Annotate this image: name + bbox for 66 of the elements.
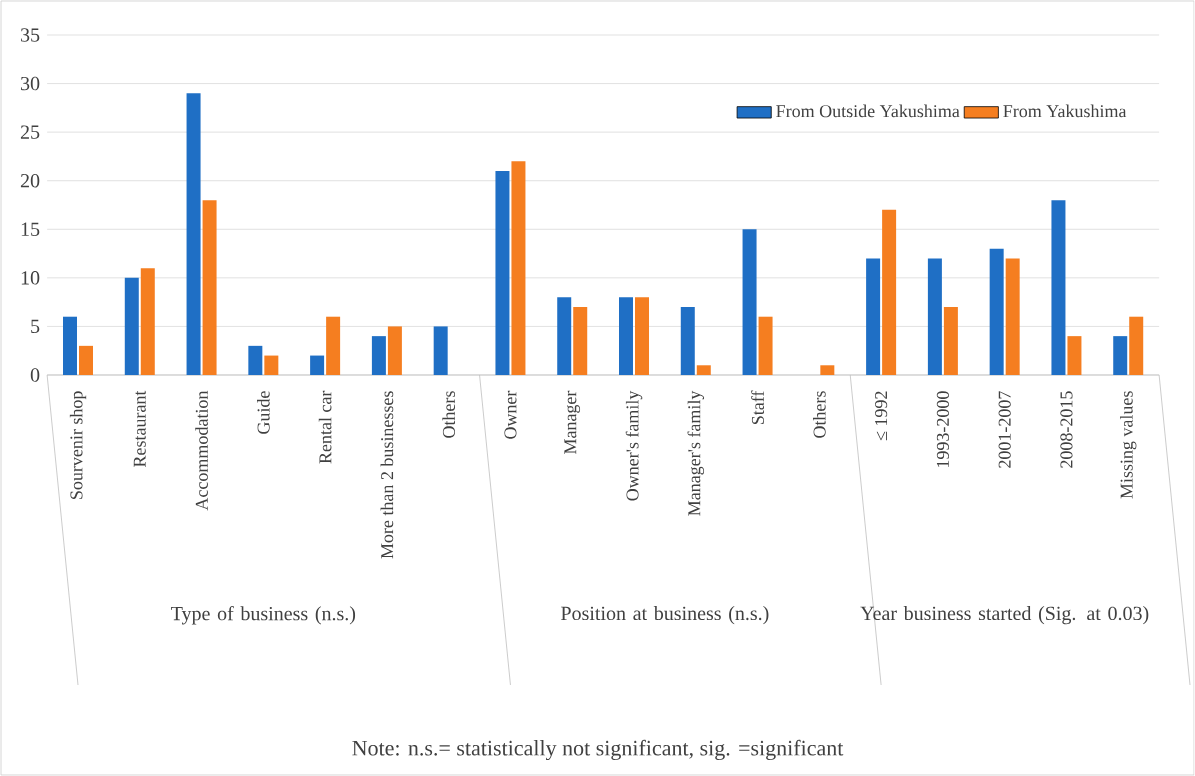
bar [310,355,325,375]
bar [1113,336,1128,375]
x-tick-label: Manager [564,390,581,455]
bar [495,170,510,375]
x-tick-label: Rental car [318,390,332,464]
x-tick-label: Others [813,391,826,438]
bar [866,258,881,375]
bar [186,93,201,375]
x-tick-label: More than 2 businesses [380,391,394,559]
bar [124,277,139,375]
x-tick-label: Owner's family [625,390,643,501]
text: Type of business (n.s.) [171,606,356,625]
bar [758,316,773,375]
bar [264,355,279,375]
bar [387,326,402,375]
y-tick-label: 25 [20,125,40,139]
bar [820,365,835,375]
text: Note: n.s.= statistically not significant, sig. =significant [352,739,844,761]
x-tick-label: 1993-2000 [936,391,949,468]
x-tick-label: Staff [751,390,764,425]
text: Year business started (Sig. at 0.03) [860,606,1149,625]
y-tick-label: 10 [21,271,40,285]
bar [202,200,217,375]
y-tick-label: 20 [20,173,40,188]
bar [248,345,263,375]
bar [927,258,942,375]
x-tick-label: Others [442,391,456,438]
bar [1067,336,1082,375]
bar [680,306,695,375]
bar [326,316,341,375]
bar [140,268,155,375]
x-tick-label: Owner [504,390,517,439]
bar [696,365,711,375]
x-tick-label: Guide [257,391,270,434]
bar [1051,200,1066,375]
x-tick-label: 2008-2015 [1060,391,1073,468]
bar [943,306,958,375]
bar [1005,258,1020,375]
bar [742,229,757,375]
legend-label: From Yakushima [1003,104,1127,118]
x-tick-label: ≤ 1992 [875,391,888,441]
y-tick-label: 30 [21,76,40,91]
y-tick-label: 5 [31,319,40,334]
text: Position at business (n.s.) [561,606,769,625]
bar [433,326,448,375]
y-tick-label: 0 [30,368,40,382]
x-tick-label: Restaurant [133,390,146,468]
bar [573,306,588,375]
bar [79,345,94,375]
bar [635,297,650,375]
bar [511,161,526,375]
x-tick-label: Missing values [1120,391,1137,499]
bar [557,297,572,375]
x-tick-label: Sourvenir shop [69,391,87,499]
x-tick-label: 2001-2007 [998,391,1011,468]
bar [63,316,78,375]
bar [1129,316,1144,375]
x-tick-label: Manager's family [687,390,705,516]
bar [619,297,633,375]
legend-label: From Outside Yakushima [776,104,960,118]
bar [371,336,386,375]
y-tick-label: 35 [21,28,40,42]
bar [882,209,897,375]
x-tick-label: Accommodation [195,390,208,511]
y-tick-label: 15 [21,222,40,236]
bar [989,248,1004,375]
